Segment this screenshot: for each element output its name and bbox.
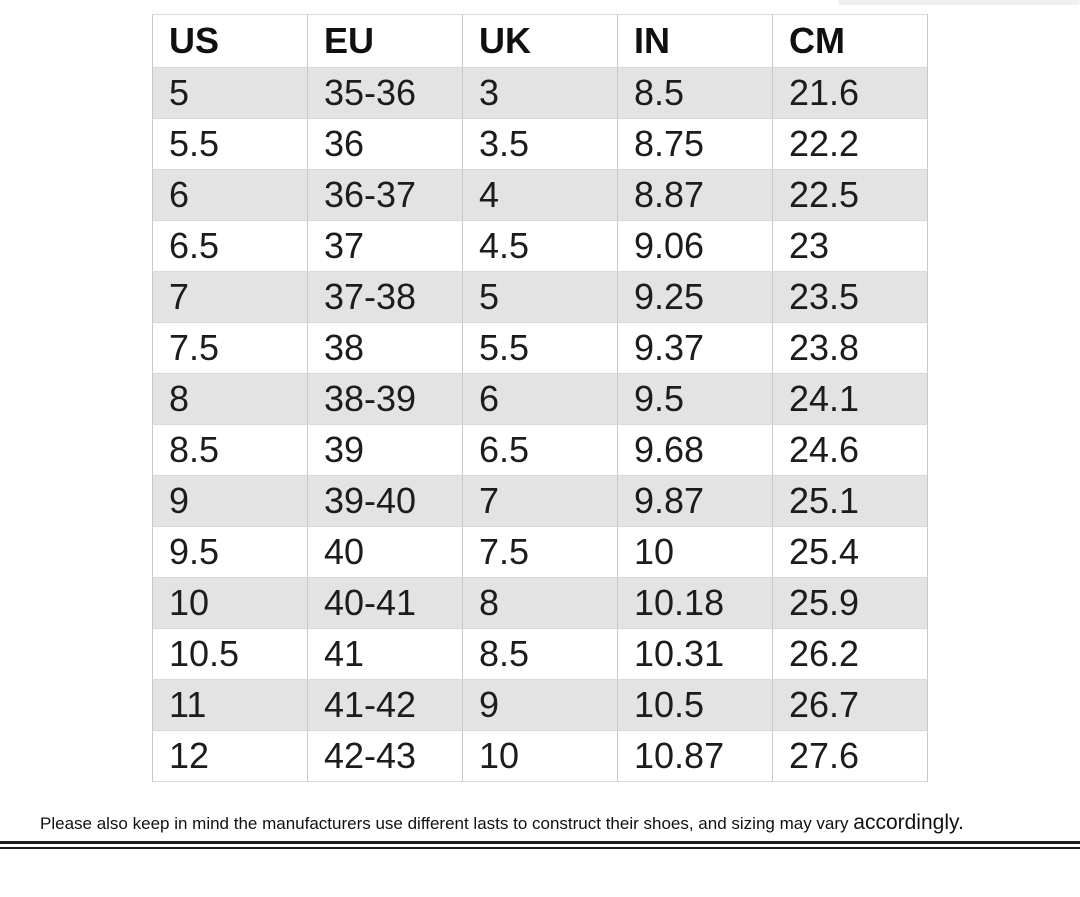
table-row: 6.5 37 4.5 9.06 23 bbox=[152, 220, 928, 272]
table-cell: 10.5 bbox=[617, 679, 773, 731]
table-row: 7 37-38 5 9.25 23.5 bbox=[152, 271, 928, 323]
table-cell: 25.4 bbox=[772, 526, 928, 578]
table-cell: 25.9 bbox=[772, 577, 928, 629]
crop-edge-artifact bbox=[838, 0, 1080, 5]
table-cell: 26.2 bbox=[772, 628, 928, 680]
table-cell: 3 bbox=[462, 67, 618, 119]
table-cell: 40 bbox=[307, 526, 463, 578]
table-cell: 9.25 bbox=[617, 271, 773, 323]
table-cell: 5 bbox=[462, 271, 618, 323]
table-row: 10 40-41 8 10.18 25.9 bbox=[152, 577, 928, 629]
table-cell: 9.68 bbox=[617, 424, 773, 476]
table-cell: 7.5 bbox=[152, 322, 308, 374]
table-cell: 7 bbox=[462, 475, 618, 527]
table-cell: 23 bbox=[772, 220, 928, 272]
table-cell: 10.87 bbox=[617, 730, 773, 782]
table-cell: 21.6 bbox=[772, 67, 928, 119]
table-cell: 22.5 bbox=[772, 169, 928, 221]
column-header-cm: CM bbox=[772, 14, 928, 68]
table-cell: 41 bbox=[307, 628, 463, 680]
table-row: 5.5 36 3.5 8.75 22.2 bbox=[152, 118, 928, 170]
disclaimer-text: Please also keep in mind the manufacture… bbox=[40, 814, 849, 833]
table-cell: 8.5 bbox=[462, 628, 618, 680]
table-cell: 9.5 bbox=[152, 526, 308, 578]
table-row: 8.5 39 6.5 9.68 24.6 bbox=[152, 424, 928, 476]
table-cell: 8.5 bbox=[617, 67, 773, 119]
table-cell: 23.5 bbox=[772, 271, 928, 323]
table-cell: 35-36 bbox=[307, 67, 463, 119]
table-cell: 6 bbox=[462, 373, 618, 425]
table-header-row: US EU UK IN CM bbox=[152, 14, 928, 68]
column-header-uk: UK bbox=[462, 14, 618, 68]
table-cell: 36 bbox=[307, 118, 463, 170]
table-cell: 11 bbox=[152, 679, 308, 731]
table-cell: 6.5 bbox=[152, 220, 308, 272]
table-cell: 8.5 bbox=[152, 424, 308, 476]
table-cell: 27.6 bbox=[772, 730, 928, 782]
table-cell: 40-41 bbox=[307, 577, 463, 629]
table-row: 9.5 40 7.5 10 25.4 bbox=[152, 526, 928, 578]
table-row: 12 42-43 10 10.87 27.6 bbox=[152, 730, 928, 782]
table-cell: 12 bbox=[152, 730, 308, 782]
table-cell: 6.5 bbox=[462, 424, 618, 476]
table-cell: 8.75 bbox=[617, 118, 773, 170]
table-cell: 39 bbox=[307, 424, 463, 476]
table-cell: 9.5 bbox=[617, 373, 773, 425]
table-cell: 8 bbox=[462, 577, 618, 629]
table-cell: 42-43 bbox=[307, 730, 463, 782]
table-cell: 5.5 bbox=[152, 118, 308, 170]
table-cell: 10.5 bbox=[152, 628, 308, 680]
table-cell: 9.06 bbox=[617, 220, 773, 272]
shoe-size-conversion-table: US EU UK IN CM 5 35-36 3 8.5 21.6 5.5 36 3.5 8.75 22.… bbox=[152, 14, 928, 782]
table-cell: 8 bbox=[152, 373, 308, 425]
table-cell: 10 bbox=[462, 730, 618, 782]
table-cell: 5.5 bbox=[462, 322, 618, 374]
table-cell: 26.7 bbox=[772, 679, 928, 731]
table-cell: 37-38 bbox=[307, 271, 463, 323]
table-cell: 9.87 bbox=[617, 475, 773, 527]
table-cell: 3.5 bbox=[462, 118, 618, 170]
table-cell: 7.5 bbox=[462, 526, 618, 578]
column-header-eu: EU bbox=[307, 14, 463, 68]
column-header-us: US bbox=[152, 14, 308, 68]
table-cell: 6 bbox=[152, 169, 308, 221]
table-cell: 4 bbox=[462, 169, 618, 221]
table-cell: 10 bbox=[617, 526, 773, 578]
table-cell: 37 bbox=[307, 220, 463, 272]
table-cell: 38-39 bbox=[307, 373, 463, 425]
table-cell: 10.31 bbox=[617, 628, 773, 680]
column-header-in: IN bbox=[617, 14, 773, 68]
table-row: 10.5 41 8.5 10.31 26.2 bbox=[152, 628, 928, 680]
table-cell: 36-37 bbox=[307, 169, 463, 221]
table-row: 8 38-39 6 9.5 24.1 bbox=[152, 373, 928, 425]
table-cell: 22.2 bbox=[772, 118, 928, 170]
table-cell: 10 bbox=[152, 577, 308, 629]
table-cell: 39-40 bbox=[307, 475, 463, 527]
table-cell: 7 bbox=[152, 271, 308, 323]
table-row: 9 39-40 7 9.87 25.1 bbox=[152, 475, 928, 527]
table-cell: 10.18 bbox=[617, 577, 773, 629]
table-cell: 25.1 bbox=[772, 475, 928, 527]
table-body: 5 35-36 3 8.5 21.6 5.5 36 3.5 8.75 22.2 6 36-37 4 8.8… bbox=[152, 67, 928, 782]
table-row: 7.5 38 5.5 9.37 23.8 bbox=[152, 322, 928, 374]
table-cell: 38 bbox=[307, 322, 463, 374]
table-cell: 41-42 bbox=[307, 679, 463, 731]
table-cell: 24.6 bbox=[772, 424, 928, 476]
table-header: US EU UK IN CM bbox=[152, 14, 928, 68]
table-cell: 4.5 bbox=[462, 220, 618, 272]
table-row: 5 35-36 3 8.5 21.6 bbox=[152, 67, 928, 119]
table-cell: 9 bbox=[152, 475, 308, 527]
table-cell: 24.1 bbox=[772, 373, 928, 425]
table-cell: 9.37 bbox=[617, 322, 773, 374]
bottom-double-rule-divider bbox=[0, 841, 1080, 849]
sizing-disclaimer: Please also keep in mind the manufacture… bbox=[40, 810, 1052, 837]
table-row: 11 41-42 9 10.5 26.7 bbox=[152, 679, 928, 731]
table-cell: 8.87 bbox=[617, 169, 773, 221]
disclaimer-emphasis: accordingly. bbox=[853, 811, 964, 834]
table-cell: 23.8 bbox=[772, 322, 928, 374]
table-cell: 5 bbox=[152, 67, 308, 119]
table-row: 6 36-37 4 8.87 22.5 bbox=[152, 169, 928, 221]
table-cell: 9 bbox=[462, 679, 618, 731]
